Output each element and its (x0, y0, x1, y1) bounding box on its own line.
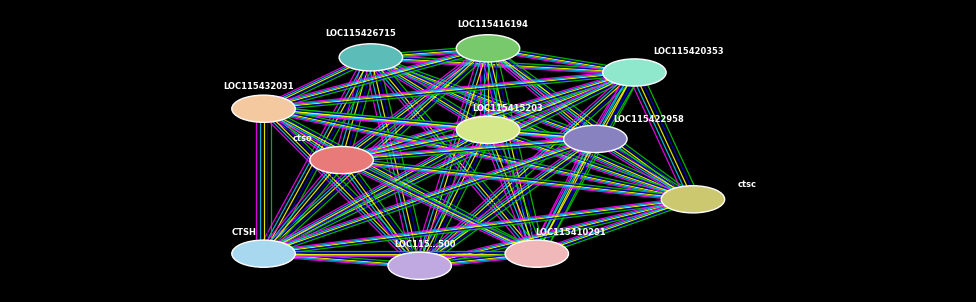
Ellipse shape (602, 59, 666, 86)
Ellipse shape (564, 125, 628, 153)
Text: LOC115410291: LOC115410291 (536, 228, 606, 237)
Ellipse shape (232, 95, 296, 122)
Text: LOC115422958: LOC115422958 (614, 115, 684, 124)
Text: LOC115420353: LOC115420353 (653, 47, 723, 56)
Ellipse shape (661, 186, 724, 213)
Ellipse shape (388, 252, 452, 279)
Ellipse shape (456, 35, 520, 62)
Ellipse shape (309, 146, 373, 174)
Text: ctsc: ctsc (737, 180, 756, 189)
Ellipse shape (506, 240, 569, 267)
Text: LOC115426715: LOC115426715 (326, 29, 396, 38)
Ellipse shape (232, 240, 296, 267)
Text: LOC115416194: LOC115416194 (458, 20, 528, 29)
Text: LOC115432031: LOC115432031 (224, 82, 294, 91)
Text: LOC115415203: LOC115415203 (472, 104, 543, 113)
Text: LOC115…500: LOC115…500 (393, 240, 456, 249)
Text: CTSH: CTSH (231, 228, 257, 237)
Ellipse shape (456, 116, 520, 143)
Ellipse shape (340, 44, 403, 71)
Text: ctso: ctso (293, 134, 312, 143)
